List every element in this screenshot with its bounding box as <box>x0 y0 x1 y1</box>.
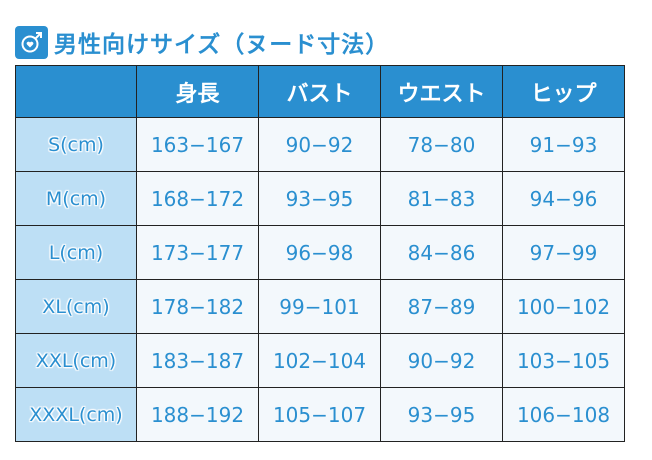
column-header: ウエスト <box>380 65 503 118</box>
measurement-cell: 90−92 <box>380 333 503 388</box>
measurement-cell: 99−101 <box>258 279 381 334</box>
size-table: 身長 バスト ウエスト ヒップ S(cm) 163−167 90−92 78−80 91−93… <box>15 65 625 442</box>
measurement-cell: 178−182 <box>136 279 259 334</box>
size-label: L(cm) <box>15 225 137 280</box>
measurement-cell: 100−102 <box>502 279 625 334</box>
male-heart-icon <box>15 25 48 59</box>
title-text: 男性向けサイズ（ヌード寸法） <box>54 31 390 58</box>
measurement-cell: 84−86 <box>380 225 503 280</box>
size-label: S(cm) <box>15 117 137 172</box>
measurement-cell: 81−83 <box>380 171 503 226</box>
measurement-cell: 91−93 <box>502 117 625 172</box>
measurement-cell: 105−107 <box>258 387 381 442</box>
measurement-cell: 96−98 <box>258 225 381 280</box>
measurement-cell: 93−95 <box>380 387 503 442</box>
table-row: XXL(cm) 183−187 102−104 90−92 103−105 <box>15 333 625 388</box>
table-row: S(cm) 163−167 90−92 78−80 91−93 <box>15 117 625 172</box>
table-row: L(cm) 173−177 96−98 84−86 97−99 <box>15 225 625 280</box>
measurement-cell: 93−95 <box>258 171 381 226</box>
column-header <box>15 65 137 118</box>
measurement-cell: 173−177 <box>136 225 259 280</box>
measurement-cell: 163−167 <box>136 117 259 172</box>
measurement-cell: 188−192 <box>136 387 259 442</box>
size-label: M(cm) <box>15 171 137 226</box>
column-header: 身長 <box>136 65 259 118</box>
measurement-cell: 94−96 <box>502 171 625 226</box>
column-header: バスト <box>258 65 381 118</box>
table-row: XXXL(cm) 188−192 105−107 93−95 106−108 <box>15 387 625 442</box>
measurement-cell: 106−108 <box>502 387 625 442</box>
table-row: XL(cm) 178−182 99−101 87−89 100−102 <box>15 279 625 334</box>
measurement-cell: 168−172 <box>136 171 259 226</box>
size-label: XL(cm) <box>15 279 137 334</box>
size-label: XXL(cm) <box>15 333 137 388</box>
measurement-cell: 102−104 <box>258 333 381 388</box>
table-row: M(cm) 168−172 93−95 81−83 94−96 <box>15 171 625 226</box>
measurement-cell: 78−80 <box>380 117 503 172</box>
column-header: ヒップ <box>502 65 625 118</box>
measurement-cell: 183−187 <box>136 333 259 388</box>
measurement-cell: 90−92 <box>258 117 381 172</box>
page-title: 男性向けサイズ（ヌード寸法） <box>15 25 389 59</box>
measurement-cell: 103−105 <box>502 333 625 388</box>
size-label: XXXL(cm) <box>15 387 137 442</box>
measurement-cell: 87−89 <box>380 279 503 334</box>
measurement-cell: 97−99 <box>502 225 625 280</box>
